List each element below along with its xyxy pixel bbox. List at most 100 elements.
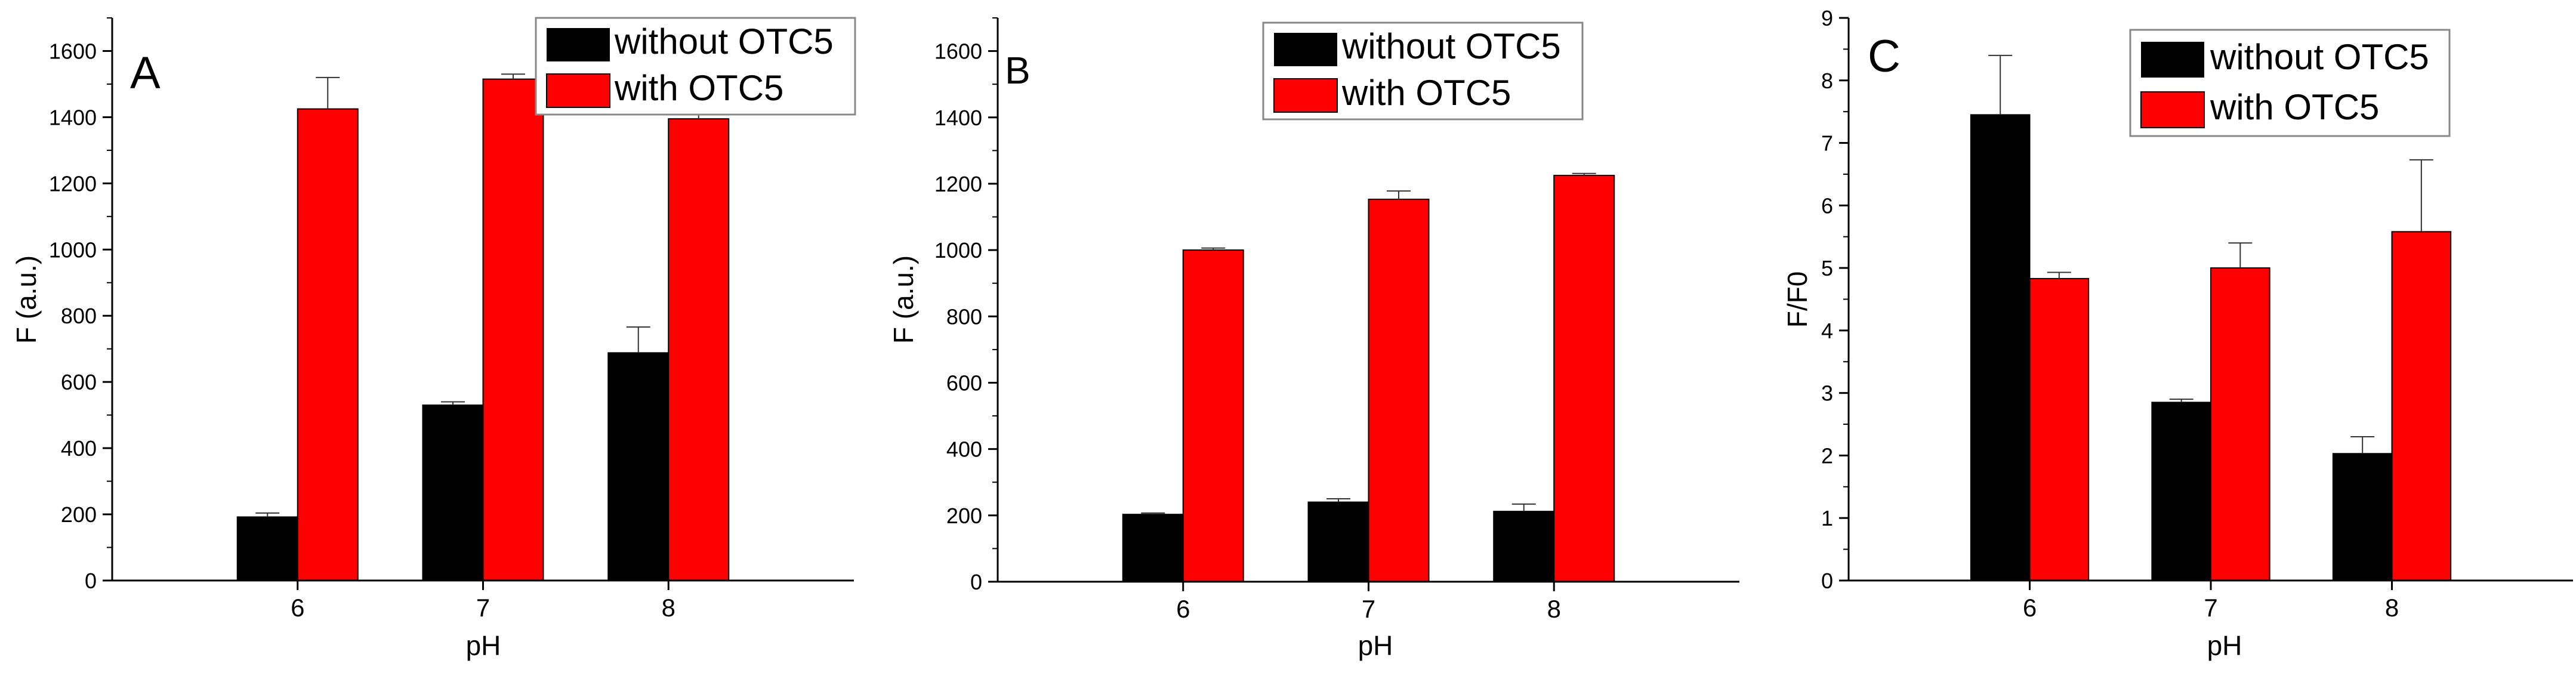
y-tick-label: 1400 [934, 106, 982, 130]
legend-swatch-without [2141, 42, 2204, 78]
legend-swatch-with [2140, 91, 2205, 128]
panel-c-x-axis-title: pH [2207, 630, 2242, 661]
y-tick-label: 600 [61, 370, 97, 394]
panel-c: 0 1 2 3 4 5 6 7 8 9 6 7 8 C F/F0 pH without OTC5 wit… [1782, 6, 2573, 661]
y-tick-label: 1600 [49, 39, 97, 63]
y-tick-label: 3 [1821, 381, 1833, 406]
bar-without-otc5-ph8 [607, 352, 670, 581]
legend-label-without: without OTC5 [2210, 37, 2429, 77]
y-tick-label: 200 [61, 502, 97, 527]
panel-c-plot-area: 0 1 2 3 4 5 6 7 8 9 6 7 8 [1821, 6, 2573, 622]
y-tick-label: 1200 [934, 172, 982, 196]
y-tick-label: 4 [1821, 319, 1833, 343]
error-bar-with-ph6 [1201, 247, 1226, 251]
y-tick-label: 0 [1821, 569, 1833, 593]
panel-b-label: B [1005, 49, 1031, 92]
error-bar-without-ph7 [1326, 498, 1351, 502]
panel-a-y-axis-title: F (a.u.) [11, 255, 42, 344]
error-bar-without-ph6 [1988, 54, 2013, 115]
x-tick-label: 7 [476, 594, 490, 622]
bar-with-otc5-ph7 [1368, 199, 1430, 583]
error-bar-without-ph6 [1141, 512, 1165, 515]
x-tick-label: 7 [1362, 595, 1375, 623]
legend-swatch-without [1274, 33, 1337, 66]
panel-a-label: A [130, 48, 161, 98]
y-tick-label: 0 [85, 569, 97, 593]
error-bar-with-ph6 [2047, 271, 2071, 279]
y-tick-label: 400 [946, 437, 982, 462]
bar-without-otc5-ph7 [1307, 501, 1369, 583]
bar-with-otc5-ph6 [2029, 277, 2090, 581]
bar-without-otc5-ph6 [1122, 514, 1184, 582]
y-tick-label: 6 [1821, 193, 1833, 218]
panel-a-plot-area: 0 200 400 600 800 1000 1200 1400 1600 6 7 8 [49, 17, 854, 622]
y-tick-label: 600 [946, 371, 982, 395]
bar-with-otc5-ph6 [1182, 249, 1244, 582]
y-tick-label: 800 [946, 304, 982, 329]
panel-b-x-axis-title: pH [1358, 630, 1393, 661]
y-tick-label: 800 [61, 304, 97, 328]
legend-label-with: with OTC5 [1341, 73, 1511, 113]
y-tick-label: 1000 [49, 237, 97, 262]
bar-with-otc5-ph6 [297, 108, 359, 581]
panel-a-legend: without OTC5 with OTC5 [535, 17, 856, 116]
y-tick-label: 0 [970, 570, 982, 594]
error-bar-with-ph6 [316, 76, 340, 109]
error-bar-with-ph8 [2409, 159, 2433, 232]
y-tick-label: 7 [1821, 131, 1833, 156]
legend-label-with: with OTC5 [614, 68, 783, 108]
error-bar-without-ph7 [2169, 399, 2194, 403]
y-tick-label: 2 [1821, 443, 1833, 468]
y-tick-label: 8 [1821, 69, 1833, 93]
legend-swatch-with [546, 73, 610, 108]
legend-swatch-without [547, 28, 610, 61]
y-tick-label: 200 [946, 504, 982, 528]
panel-b-y-axis-title: F (a.u.) [888, 255, 919, 344]
x-tick-label: 8 [2385, 594, 2399, 622]
error-bar-without-ph8 [626, 326, 650, 353]
x-tick-label: 8 [1547, 595, 1561, 623]
error-bar-without-ph8 [2350, 436, 2375, 454]
y-tick-label: 1400 [49, 105, 97, 129]
x-tick-label: 6 [1176, 595, 1190, 623]
y-tick-label: 1000 [934, 238, 982, 263]
bar-without-otc5-ph6 [1970, 114, 2031, 581]
legend-label-without: without OTC5 [614, 21, 834, 61]
error-bar-without-ph6 [255, 512, 280, 517]
y-tick-label: 9 [1821, 6, 1833, 30]
bar-without-otc5-ph6 [236, 516, 298, 581]
bar-without-otc5-ph8 [2332, 453, 2393, 581]
panel-a: 0 200 400 600 800 1000 1200 1400 1600 6 7 8 A F (a.… [11, 17, 856, 661]
error-bar-with-ph8 [1572, 172, 1596, 176]
bar-with-otc5-ph7 [482, 78, 544, 581]
y-tick-label: 400 [61, 436, 97, 461]
error-bar-with-ph7 [1386, 190, 1411, 200]
x-tick-label: 7 [2204, 594, 2217, 622]
panel-a-x-axis-title: pH [466, 630, 501, 661]
x-tick-label: 8 [662, 594, 675, 622]
legend-label-with: with OTC5 [2210, 87, 2379, 127]
y-tick-label: 1 [1821, 506, 1833, 530]
error-bar-without-ph7 [441, 401, 465, 406]
y-tick-label: 5 [1821, 256, 1833, 280]
bar-with-otc5-ph8 [2391, 231, 2452, 581]
error-bar-with-ph7 [501, 73, 525, 79]
panel-b-legend: without OTC5 with OTC5 [1262, 21, 1584, 121]
panel-c-label: C [1868, 31, 1901, 82]
ylabel-main: F/F0 [1782, 271, 1813, 328]
y-tick-label: 1200 [49, 171, 97, 196]
panel-c-y-axis-title: F/F0 [1782, 271, 1813, 328]
x-tick-label: 6 [2023, 594, 2037, 622]
error-bar-without-ph8 [1511, 503, 1536, 512]
y-tick-label: 1600 [934, 39, 982, 64]
panel-b: 0 200 400 600 800 1000 1200 1400 1600 6 7 8 B F (a.… [888, 17, 1739, 661]
bar-with-otc5-ph8 [1553, 175, 1615, 582]
x-tick-label: 6 [291, 594, 304, 622]
bar-with-otc5-ph7 [2210, 267, 2270, 582]
error-bar-with-ph7 [2228, 242, 2253, 268]
bar-without-otc5-ph7 [2151, 402, 2212, 582]
bar-without-otc5-ph7 [422, 405, 484, 581]
panel-c-legend: without OTC5 with OTC5 [2129, 29, 2451, 137]
bar-with-otc5-ph8 [668, 118, 730, 581]
legend-label-without: without OTC5 [1341, 26, 1561, 66]
